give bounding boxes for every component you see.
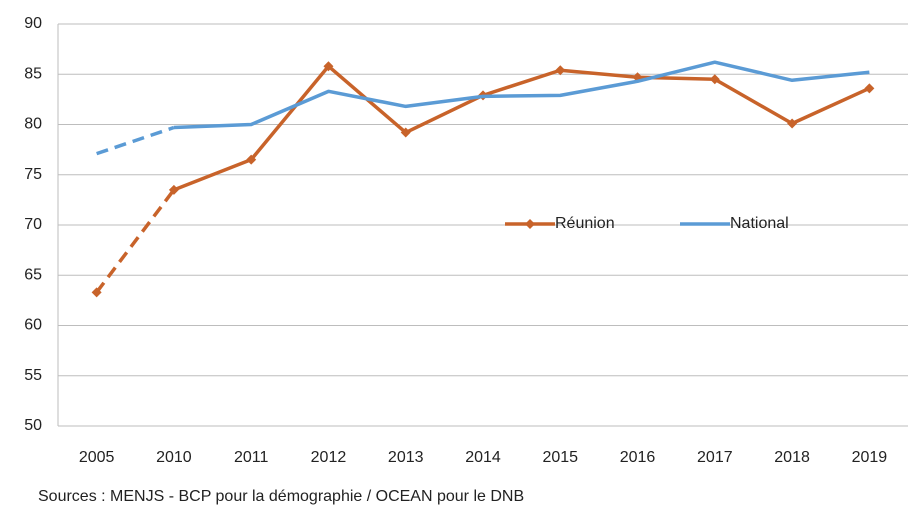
legend-label: National — [730, 215, 789, 232]
y-tick-label: 80 — [24, 116, 42, 133]
y-tick-label: 60 — [24, 317, 42, 334]
legend-marker — [525, 219, 535, 229]
x-tick-label: 2012 — [311, 449, 347, 466]
marker — [864, 83, 875, 94]
source-note: Sources : MENJS - BCP pour la démographi… — [38, 488, 524, 505]
x-tick-label: 2018 — [774, 449, 810, 466]
y-tick-label: 85 — [24, 65, 42, 82]
y-tick-label: 90 — [24, 15, 42, 32]
x-tick-label: 2005 — [79, 449, 115, 466]
series-line — [173, 64, 871, 192]
x-tick-label: 2016 — [620, 449, 656, 466]
y-tick-label: 65 — [24, 266, 42, 283]
marker — [323, 61, 334, 72]
marker — [246, 154, 257, 165]
marker — [555, 65, 566, 76]
dashed-line — [96, 125, 175, 156]
series-line — [173, 60, 870, 130]
marker — [787, 118, 798, 129]
x-tick-label: 2013 — [388, 449, 424, 466]
x-tick-label: 2010 — [156, 449, 192, 466]
y-tick-label: 75 — [24, 166, 42, 183]
y-tick-label: 70 — [24, 216, 42, 233]
dashed-line — [95, 188, 176, 294]
x-tick-label: 2014 — [465, 449, 501, 466]
x-tick-label: 2019 — [852, 449, 888, 466]
marker — [168, 184, 179, 195]
y-tick-label: 55 — [24, 367, 42, 384]
marker — [400, 127, 411, 138]
marker — [709, 74, 720, 85]
legend-label: Réunion — [555, 215, 615, 232]
y-tick-label: 50 — [24, 417, 42, 434]
marker — [91, 287, 102, 298]
x-tick-label: 2015 — [542, 449, 578, 466]
x-tick-label: 2011 — [234, 449, 269, 466]
x-tick-label: 2017 — [697, 449, 733, 466]
